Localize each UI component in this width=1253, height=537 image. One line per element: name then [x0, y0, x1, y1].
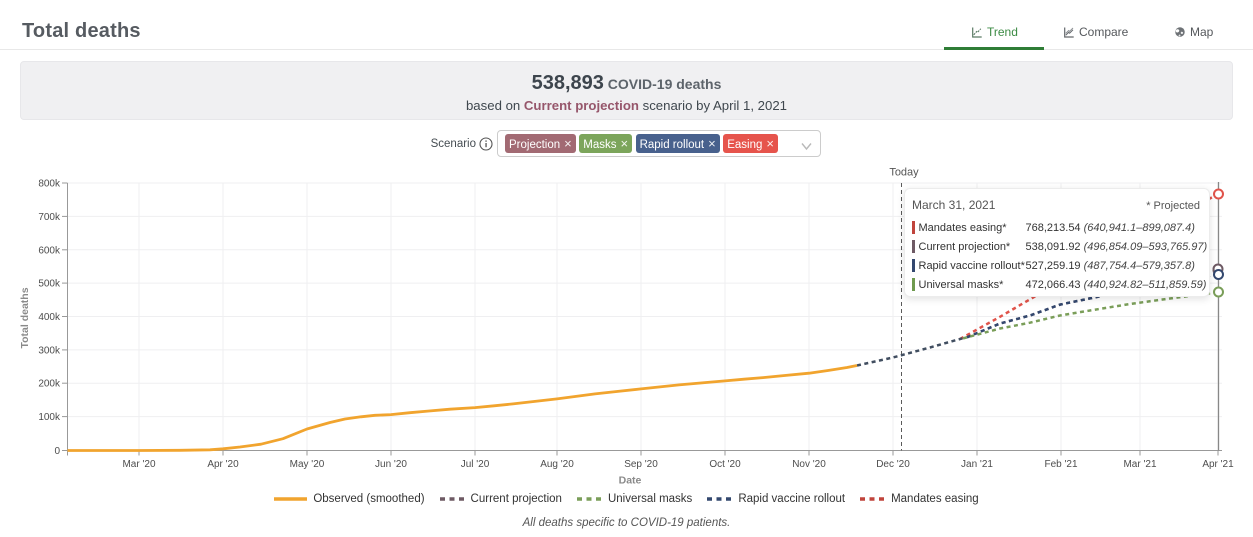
svg-text:Dec '20: Dec '20 [876, 459, 910, 470]
svg-text:Apr '20: Apr '20 [207, 459, 239, 470]
svg-text:300k: 300k [38, 345, 61, 356]
svg-text:800k: 800k [38, 179, 61, 190]
svg-text:0: 0 [54, 446, 60, 457]
svg-text:Total deaths: Total deaths [19, 287, 31, 348]
svg-text:100k: 100k [38, 412, 61, 423]
svg-text:Date: Date [619, 475, 642, 487]
svg-text:Nov '20: Nov '20 [792, 459, 826, 470]
svg-text:Feb '21: Feb '21 [1044, 459, 1077, 470]
svg-text:500k: 500k [38, 279, 61, 290]
svg-text:Jun '20: Jun '20 [375, 459, 407, 470]
svg-text:Today: Today [889, 167, 919, 179]
svg-text:Mar '20: Mar '20 [122, 459, 155, 470]
svg-text:400k: 400k [38, 312, 61, 323]
svg-text:Jan '21: Jan '21 [961, 459, 993, 470]
svg-text:Mar '21: Mar '21 [1123, 459, 1156, 470]
svg-text:May '20: May '20 [290, 459, 325, 470]
svg-text:Apr '21: Apr '21 [1202, 459, 1234, 470]
svg-text:700k: 700k [38, 212, 61, 223]
svg-text:600k: 600k [38, 245, 61, 256]
svg-text:Aug '20: Aug '20 [540, 459, 574, 470]
svg-text:Oct '20: Oct '20 [709, 459, 741, 470]
svg-text:200k: 200k [38, 379, 61, 390]
svg-text:Sep '20: Sep '20 [624, 459, 658, 470]
svg-text:Jul '20: Jul '20 [461, 459, 490, 470]
